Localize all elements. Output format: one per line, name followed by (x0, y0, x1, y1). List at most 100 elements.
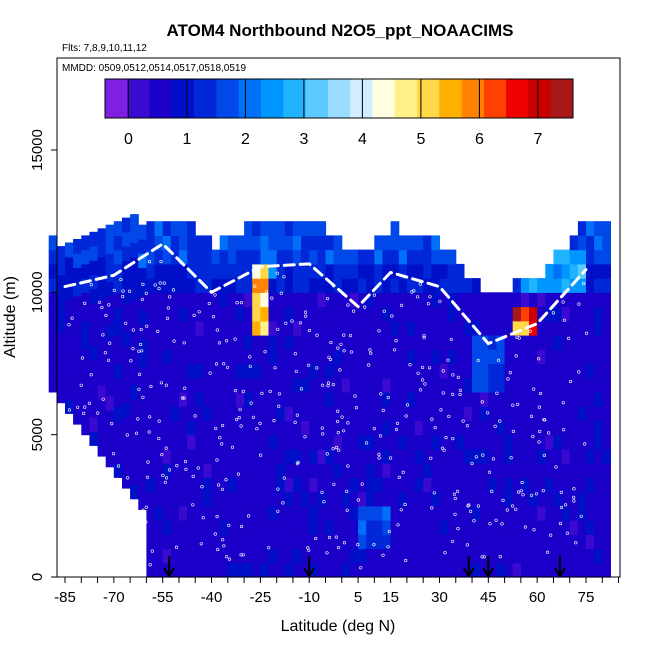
heatmap-cell (488, 505, 497, 521)
sample-point (476, 504, 481, 508)
sample-point (260, 303, 265, 307)
heatmap-cell (179, 562, 188, 578)
sample-point (137, 372, 142, 377)
heatmap-cell (227, 392, 237, 407)
heatmap-cell (284, 463, 294, 478)
heatmap-cell (203, 306, 213, 322)
heatmap-cell (577, 520, 587, 535)
heatmap-cell (105, 253, 115, 268)
heatmap-cell (415, 491, 424, 507)
heatmap-cell (439, 306, 449, 322)
x-tick-label: 5 (354, 589, 362, 606)
heatmap-cell (463, 434, 473, 450)
sample-point (458, 392, 462, 397)
heatmap-cell (520, 392, 530, 407)
heatmap-cell (577, 263, 587, 279)
colorbar-swatch (350, 79, 373, 118)
heatmap-cell (170, 505, 180, 521)
heatmap-cell (244, 306, 253, 322)
sample-point (529, 493, 534, 497)
heatmap-cell (154, 349, 164, 365)
sample-point (281, 501, 285, 505)
heatmap-cell (333, 392, 343, 407)
heatmap-cell (602, 534, 611, 550)
flight-path-line (63, 241, 588, 346)
heatmap-cell (488, 520, 497, 535)
heatmap-cell (203, 505, 213, 521)
sample-point (157, 286, 161, 291)
sample-point (458, 388, 463, 393)
heatmap-cell (97, 356, 107, 372)
sample-point (238, 407, 242, 411)
heatmap-cell (594, 406, 603, 421)
heatmap-cell (374, 249, 383, 265)
heatmap-cell (89, 431, 99, 446)
heatmap-cell (203, 249, 213, 265)
heatmap-cell (301, 448, 310, 464)
sample-point (144, 505, 148, 509)
heatmap-cell (252, 235, 261, 251)
heatmap-cell (203, 278, 213, 293)
heatmap-cell (447, 377, 457, 393)
sample-point (542, 418, 546, 422)
sample-point (165, 316, 170, 321)
heatmap-cell (529, 491, 538, 507)
sample-point (199, 542, 203, 546)
heatmap-cell (341, 335, 351, 350)
heatmap-cell (586, 377, 595, 393)
heatmap-cell (382, 406, 392, 421)
sample-point (422, 334, 426, 338)
heatmap-cell (333, 520, 343, 535)
heatmap-cell (382, 477, 392, 493)
heatmap-cell (577, 548, 587, 564)
heatmap-cell (480, 320, 489, 336)
heatmap-cell (406, 278, 416, 293)
heatmap-cell (398, 477, 408, 493)
heatmap-cell (586, 335, 595, 350)
heatmap-cell (236, 263, 245, 279)
heatmap-cell (577, 505, 587, 521)
heatmap-cell (496, 320, 506, 336)
heatmap-cell (561, 306, 571, 322)
sample-point (430, 417, 434, 421)
heatmap-cell (284, 477, 294, 493)
heatmap-cell (577, 377, 587, 393)
heatmap-cell (594, 335, 603, 350)
heatmap-cell (358, 477, 367, 493)
sample-point (126, 476, 130, 480)
heatmap-cell (244, 278, 253, 293)
heatmap-cell (146, 221, 156, 236)
heatmap-cell (211, 520, 221, 535)
heatmap-cell (284, 249, 294, 265)
sample-point (73, 443, 77, 448)
heatmap-cell (227, 249, 237, 265)
sample-point (523, 525, 528, 529)
heatmap-cell (211, 505, 221, 521)
sample-point (342, 429, 346, 433)
heatmap-cell (65, 271, 74, 286)
heatmap-cell (472, 562, 481, 578)
heatmap-cell (105, 224, 115, 240)
sample-point (135, 517, 139, 521)
heatmap-cell (398, 520, 408, 535)
heatmap-cell (317, 377, 327, 393)
heatmap-cell (219, 477, 229, 493)
heatmap-cell (390, 463, 400, 478)
sample-point (430, 506, 434, 510)
heatmap-cell (512, 491, 522, 507)
heatmap-cell (252, 491, 261, 507)
heatmap-cell (504, 292, 514, 308)
sample-point (197, 310, 201, 314)
heatmap-cell (301, 548, 310, 564)
heatmap-cell (406, 434, 416, 450)
sample-point (495, 391, 499, 395)
heatmap-cell (252, 306, 261, 322)
heatmap-cell (529, 520, 538, 535)
heatmap-cell (553, 363, 563, 379)
heatmap-cell (56, 303, 66, 318)
heatmap-cell (529, 562, 538, 578)
sample-point (233, 389, 237, 393)
heatmap-cell (179, 448, 188, 464)
heatmap-cell (276, 320, 286, 336)
heatmap-cell (154, 463, 164, 478)
